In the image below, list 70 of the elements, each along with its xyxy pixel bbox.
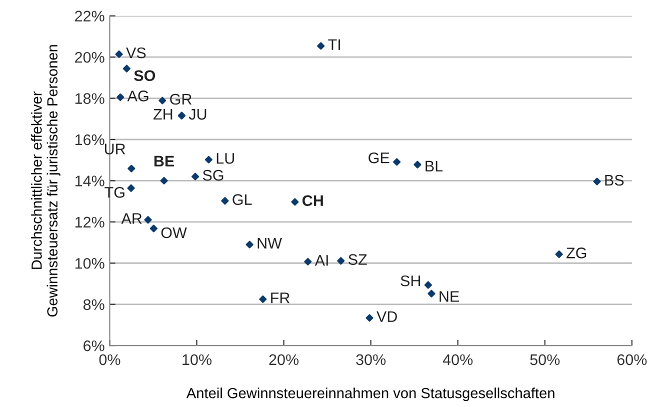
annotation: BS [605, 174, 624, 186]
annotation: BE [154, 156, 174, 166]
point [246, 240, 254, 248]
annotation: GL [232, 194, 252, 205]
point [304, 258, 312, 266]
point [116, 93, 124, 102]
annotation: CH [302, 195, 323, 206]
point [291, 198, 299, 206]
annotation: NW [258, 238, 282, 249]
x-tick-label: 10% [182, 354, 212, 366]
annotation: JU [188, 109, 206, 120]
x-axis-title: Anteil Gewinnsteuereinnahmen von Statusgesellschaften [186, 388, 554, 402]
annotation: AG [127, 90, 148, 102]
annotation: GE [368, 152, 390, 164]
x-tick-label: 60% [617, 354, 647, 366]
annotation: SH [400, 275, 420, 286]
y-tick-label: 18% [75, 93, 104, 104]
y-tick-label: 22% [75, 10, 104, 22]
point [127, 184, 135, 192]
x-tick-label: 20% [269, 354, 299, 366]
annotation: LU [216, 153, 234, 164]
x-tick-label: 0% [99, 354, 120, 366]
annotation: AR [121, 213, 142, 224]
y-tick-label: 8% [83, 299, 104, 310]
annotation: AI [314, 255, 328, 266]
y-axis-title: Durchschnittlicher effektiver Gewinnsteuersatz für juristische Personen [31, 45, 60, 317]
point [158, 96, 166, 104]
y-tick-label: 6% [84, 340, 104, 352]
x-tick-label: 50% [530, 354, 560, 366]
annotation: TI [328, 39, 340, 50]
annotation: OW [161, 227, 187, 238]
point [122, 64, 130, 72]
annotation: VS [126, 47, 146, 58]
point [428, 290, 436, 298]
annotation: TG [104, 186, 124, 198]
annotation: SG [202, 170, 224, 181]
x-tick-label: 40% [442, 354, 473, 366]
annotation: ZH [153, 109, 172, 120]
point [204, 156, 212, 164]
point [115, 50, 123, 58]
y-tick-label: 16% [75, 134, 104, 146]
annotation: FR [271, 292, 290, 304]
point [393, 158, 401, 166]
annotation: VD [376, 311, 397, 322]
point [160, 176, 168, 185]
point [555, 250, 563, 258]
y-tick-label: 20% [75, 52, 104, 63]
y-tick-label: 12% [75, 216, 104, 228]
point [191, 172, 200, 180]
annotation: BL [426, 160, 443, 172]
annotation: NE [440, 291, 459, 302]
annotation: ZG [566, 248, 586, 258]
point [128, 164, 136, 172]
annotation: UR [104, 144, 126, 154]
point [144, 216, 152, 224]
point [593, 178, 601, 186]
y-tick-label: 10% [75, 258, 104, 269]
y-tick-label: 14% [75, 176, 104, 186]
point [221, 197, 229, 205]
point [150, 224, 158, 232]
annotation: SO [134, 70, 156, 82]
annotation: SZ [348, 254, 367, 265]
point [366, 314, 374, 322]
annotation: GR [170, 94, 192, 105]
point [337, 257, 345, 265]
x-tick-label: 30% [356, 354, 386, 366]
point [424, 281, 432, 289]
point [317, 42, 325, 50]
point [414, 160, 422, 168]
point [259, 295, 267, 303]
